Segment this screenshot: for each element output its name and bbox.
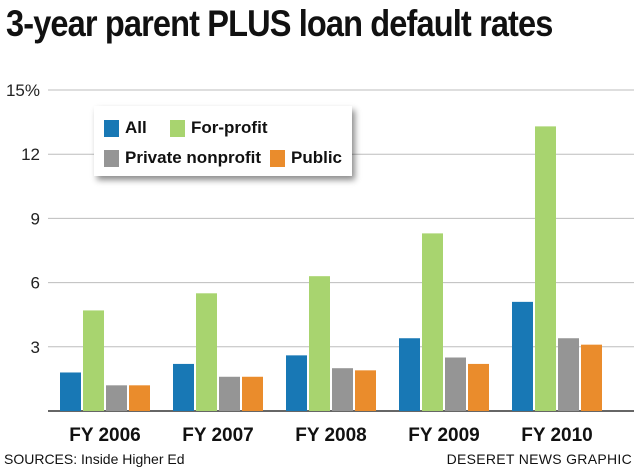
bar-all (173, 363, 194, 411)
bar-public (355, 370, 376, 411)
bar-all (60, 372, 81, 411)
bar-public (468, 363, 489, 411)
legend-label-all: All (125, 118, 147, 137)
x-tick-label: FY 2008 (295, 425, 366, 446)
bar-private-nonprofit (445, 357, 466, 411)
bar-private-nonprofit (219, 376, 240, 411)
y-tick-label: 3 (31, 338, 40, 357)
legend-item-private-nonprofit: Private nonprofit (104, 148, 261, 168)
x-tick-label: FY 2009 (408, 425, 479, 446)
x-tick-label: FY 2010 (521, 425, 592, 446)
bar-for-profit (422, 233, 443, 411)
chart-title: 3-year parent PLUS loan default rates (6, 3, 553, 44)
bar-private-nonprofit (558, 338, 579, 411)
legend-label-public: Public (291, 148, 343, 167)
y-tick-label: 9 (31, 209, 40, 228)
bar-for-profit (83, 310, 104, 411)
legend-swatch-public (270, 149, 285, 167)
y-tick-labels: 3 6 9 12 15% (6, 81, 40, 357)
bar-all (399, 338, 420, 411)
legend: All For-profit Private nonprofit Public (94, 106, 352, 176)
y-tick-label: 12 (21, 145, 40, 164)
legend-label-for-profit: For-profit (191, 118, 268, 137)
y-tick-label: 6 (31, 274, 40, 293)
legend-item-for-profit: For-profit (170, 118, 267, 138)
bars (60, 126, 602, 411)
legend-item-all: All (104, 118, 147, 138)
legend-swatch-all (104, 119, 119, 137)
y-tick-label: 15% (6, 81, 40, 100)
bar-all (512, 301, 533, 411)
x-tick-labels: FY 2006 FY 2007 FY 2008 FY 2009 FY 2010 (69, 425, 592, 446)
legend-swatch-for-profit (170, 119, 185, 137)
bar-for-profit (309, 276, 330, 411)
x-tick-label: FY 2006 (69, 425, 140, 446)
bar-private-nonprofit (106, 385, 127, 411)
bar-for-profit (535, 126, 556, 411)
bar-all (286, 355, 307, 411)
bar-private-nonprofit (332, 368, 353, 411)
bar-for-profit (196, 293, 217, 411)
bar-public (129, 385, 150, 411)
source-note: SOURCES: Inside Higher Ed (4, 451, 185, 467)
legend-label-private-nonprofit: Private nonprofit (125, 148, 262, 167)
x-tick-label: FY 2007 (182, 425, 253, 446)
legend-swatch-private-nonprofit (104, 149, 119, 167)
graphic-credit: DESERET NEWS GRAPHIC (446, 451, 632, 467)
bar-public (242, 376, 263, 411)
legend-item-public: Public (270, 148, 342, 168)
bar-public (581, 344, 602, 411)
